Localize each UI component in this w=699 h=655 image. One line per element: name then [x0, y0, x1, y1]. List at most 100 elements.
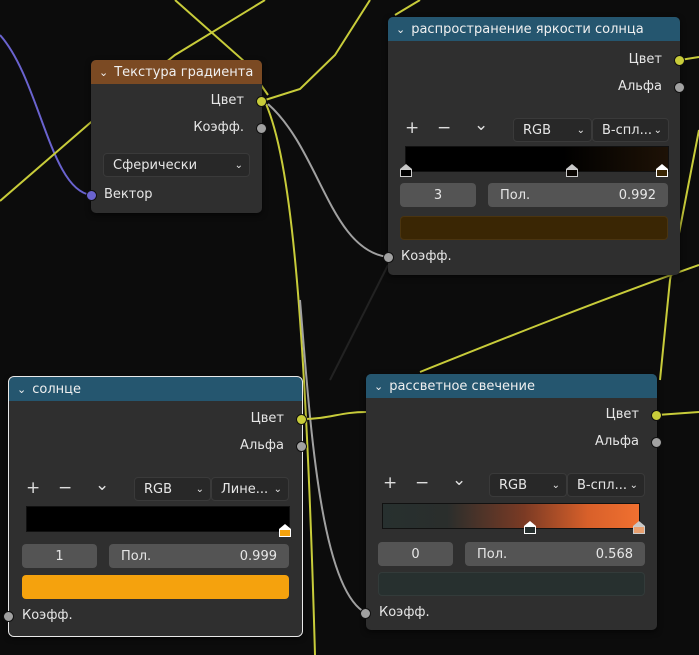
- output-alpha-socket[interactable]: [296, 441, 307, 452]
- color-ramp-bar[interactable]: [400, 146, 669, 177]
- link: [299, 299, 367, 614]
- input-fac-socket[interactable]: [360, 608, 371, 619]
- chevron-down-icon: ⌄: [653, 124, 662, 136]
- stop-color-swatch[interactable]: [400, 216, 668, 240]
- color-mode-value: RGB: [523, 122, 552, 138]
- output-color-socket[interactable]: [674, 55, 685, 66]
- position-label: Пол.: [477, 546, 508, 562]
- color-ramp-bar[interactable]: [26, 506, 291, 537]
- chevron-down-icon: ⌄: [195, 483, 204, 495]
- add-stop-button[interactable]: +: [26, 478, 41, 498]
- sun-spread-color-ramp-node[interactable]: ⌄ распространение яркости солнца Цвет Аль…: [383, 17, 685, 275]
- node-title: рассветное свечение: [389, 378, 535, 394]
- add-stop-button[interactable]: +: [405, 118, 420, 138]
- color-stop-marker-active[interactable]: [524, 521, 536, 534]
- output-alpha-socket[interactable]: [651, 437, 662, 448]
- output-alpha-label: Альфа: [618, 79, 662, 94]
- gradient-texture-node[interactable]: ⌄ Текстура градиента Цвет Коэфф. Сферичес…: [86, 60, 267, 213]
- position-label: Пол.: [500, 187, 531, 203]
- node-header[interactable]: ⌄ Текстура градиента: [91, 60, 262, 84]
- color-stop-marker-active[interactable]: [656, 164, 668, 177]
- output-alpha-socket[interactable]: [674, 82, 685, 93]
- output-fac-label: Коэфф.: [193, 120, 244, 135]
- sun-color-ramp-node[interactable]: ⌄ солнце Цвет Альфа + − ⌄ RGB ⌄ Лине... ⌄ 1…: [3, 376, 307, 637]
- link: [394, 0, 421, 16]
- node-title: Текстура градиента: [114, 64, 254, 80]
- add-stop-button[interactable]: +: [383, 473, 398, 493]
- ramp-menu-button[interactable]: ⌄: [474, 115, 489, 135]
- chevron-down-icon: ⌄: [273, 483, 282, 495]
- output-color-label: Цвет: [250, 411, 284, 426]
- remove-stop-button[interactable]: −: [415, 473, 430, 493]
- output-fac-socket[interactable]: [256, 123, 267, 134]
- remove-stop-button[interactable]: −: [58, 478, 73, 498]
- link-vector: [0, 34, 92, 196]
- chevron-down-icon[interactable]: ⌄: [374, 379, 384, 393]
- output-alpha-label: Альфа: [595, 434, 639, 449]
- chevron-down-icon[interactable]: ⌄: [396, 22, 406, 36]
- interpolation-dropdown[interactable]: B-спл... ⌄: [567, 473, 645, 497]
- position-value: 0.999: [239, 548, 277, 564]
- link: [659, 129, 699, 381]
- active-stop-index-field[interactable]: 3: [400, 183, 476, 207]
- input-vector-socket[interactable]: [86, 190, 97, 201]
- stop-position-field[interactable]: Пол. 0.568: [465, 542, 645, 566]
- chevron-down-icon: ⌄: [629, 479, 638, 491]
- link: [265, 103, 316, 655]
- output-color-socket[interactable]: [256, 96, 267, 107]
- link: [301, 411, 367, 420]
- stop-position-field[interactable]: Пол. 0.992: [488, 183, 668, 207]
- node-header[interactable]: ⌄ солнце: [9, 377, 302, 401]
- link: [656, 411, 699, 416]
- node-header[interactable]: ⌄ рассветное свечение: [366, 374, 657, 398]
- output-color-label: Цвет: [210, 93, 244, 108]
- color-stop-marker[interactable]: [566, 164, 578, 177]
- ramp-menu-button[interactable]: ⌄: [452, 470, 467, 490]
- color-stop-marker[interactable]: [633, 521, 645, 534]
- input-fac-label: Коэфф.: [22, 608, 73, 623]
- remove-stop-button[interactable]: −: [437, 118, 452, 138]
- interpolation-value: B-спл...: [577, 477, 627, 493]
- link: [419, 264, 699, 373]
- input-fac-socket[interactable]: [3, 611, 14, 622]
- output-color-label: Цвет: [605, 407, 639, 422]
- position-label: Пол.: [121, 548, 152, 564]
- interpolation-value: Лине...: [221, 481, 269, 497]
- color-mode-dropdown[interactable]: RGB ⌄: [513, 118, 592, 142]
- stop-color-swatch[interactable]: [378, 572, 645, 596]
- output-alpha-label: Альфа: [240, 438, 284, 453]
- chevron-down-icon[interactable]: ⌄: [17, 382, 27, 396]
- ramp-menu-button[interactable]: ⌄: [95, 475, 110, 495]
- link: [329, 264, 389, 381]
- input-fac-socket[interactable]: [383, 252, 394, 263]
- position-value: 0.992: [618, 187, 656, 203]
- chevron-down-icon[interactable]: ⌄: [99, 65, 109, 79]
- chevron-down-icon: ⌄: [576, 124, 585, 136]
- color-mode-value: RGB: [499, 477, 528, 493]
- stop-color-swatch[interactable]: [22, 575, 289, 599]
- chevron-down-icon: ⌄: [234, 159, 243, 171]
- stop-position-field[interactable]: Пол. 0.999: [109, 544, 289, 568]
- color-mode-dropdown[interactable]: RGB ⌄: [134, 477, 211, 501]
- link: [267, 103, 389, 258]
- output-color-label: Цвет: [628, 52, 662, 67]
- color-mode-dropdown[interactable]: RGB ⌄: [489, 473, 567, 497]
- input-fac-label: Коэфф.: [379, 605, 430, 620]
- interpolation-dropdown[interactable]: B-спл... ⌄: [592, 118, 669, 142]
- node-title: распространение яркости солнца: [411, 21, 644, 37]
- active-stop-index-field[interactable]: 0: [378, 542, 453, 566]
- link: [261, 0, 371, 102]
- node-title: солнце: [32, 381, 81, 397]
- gradient-type-dropdown[interactable]: Сферически ⌄: [103, 153, 250, 177]
- color-stop-marker[interactable]: [400, 164, 412, 177]
- color-stop-marker-active[interactable]: [279, 524, 291, 537]
- node-header[interactable]: ⌄ распространение яркости солнца: [388, 17, 680, 41]
- output-color-socket[interactable]: [296, 414, 307, 425]
- output-color-socket[interactable]: [651, 410, 662, 421]
- interpolation-dropdown[interactable]: Лине... ⌄: [211, 477, 289, 501]
- color-ramp-bar[interactable]: [382, 503, 645, 534]
- gradient-type-value: Сферически: [113, 157, 198, 173]
- active-stop-index-field[interactable]: 1: [22, 544, 97, 568]
- dawn-glow-color-ramp-node[interactable]: ⌄ рассветное свечение Цвет Альфа + − ⌄ RG…: [360, 374, 662, 630]
